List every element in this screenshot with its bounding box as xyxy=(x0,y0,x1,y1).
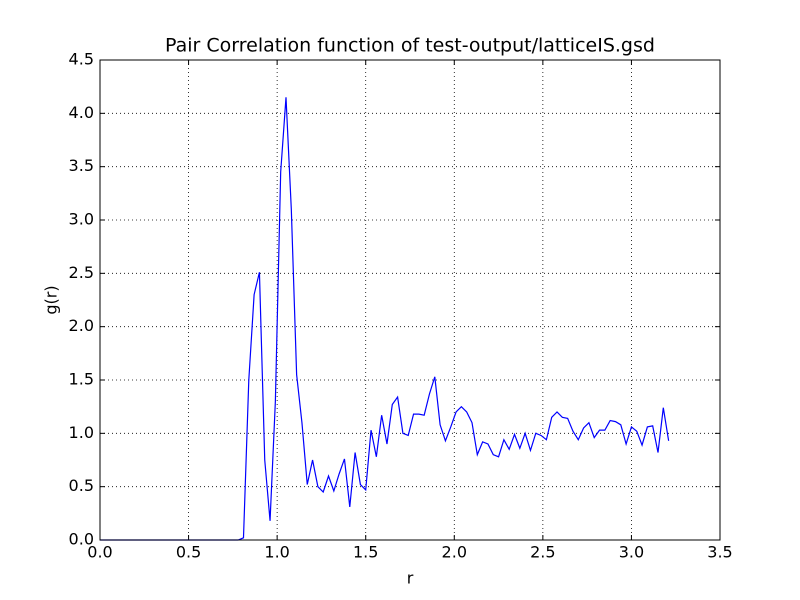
y-tick-label: 4.0 xyxy=(69,103,94,122)
y-tick-label: 3.0 xyxy=(69,210,94,229)
y-tick-label: 2.5 xyxy=(69,263,94,282)
y-axis-label: g(r) xyxy=(42,285,61,314)
y-tick-label: 1.0 xyxy=(69,423,94,442)
data-line xyxy=(100,97,670,541)
y-tick-label: 4.5 xyxy=(69,50,94,69)
x-tick-label: 3.5 xyxy=(707,543,732,562)
plot-frame xyxy=(99,59,721,541)
y-tick-label: 2.0 xyxy=(69,316,94,335)
x-tick-label: 1.5 xyxy=(353,543,378,562)
x-tick-label: 2.5 xyxy=(530,543,555,562)
chart-title: Pair Correlation function of test-output… xyxy=(165,35,655,57)
x-tick-label: 2.0 xyxy=(442,543,467,562)
x-tick-label: 0.5 xyxy=(176,543,201,562)
y-tick-label: 0.5 xyxy=(69,476,94,495)
y-tick-label: 3.5 xyxy=(69,156,94,175)
x-axis-label: r xyxy=(407,569,414,588)
y-tick-label: 1.5 xyxy=(69,370,94,389)
y-tick-label: 0.0 xyxy=(69,530,94,549)
x-tick-label: 1.0 xyxy=(264,543,289,562)
x-tick-label: 0.0 xyxy=(87,543,112,562)
x-tick-label: 3.0 xyxy=(619,543,644,562)
